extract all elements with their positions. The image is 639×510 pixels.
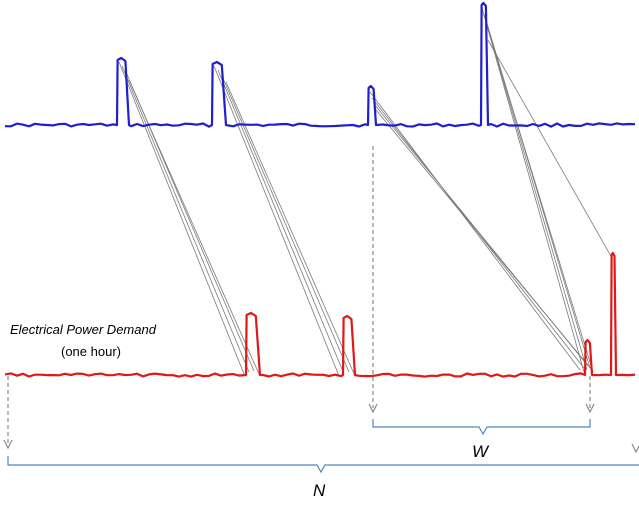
connector-line <box>121 65 250 373</box>
series-start-marker <box>3 376 13 450</box>
connector-line <box>369 91 581 371</box>
connector-line <box>487 27 594 373</box>
connector-line <box>225 81 356 377</box>
series-end-arrowhead <box>631 443 639 454</box>
query-signal-line <box>4 1 636 128</box>
window-end-marker <box>585 376 595 414</box>
series-start-arrowhead <box>3 439 13 450</box>
connector-line <box>213 65 340 377</box>
window-start-arrowhead <box>368 403 378 414</box>
target-signal-line <box>4 251 636 378</box>
window-brace <box>372 419 591 436</box>
signal-title: Electrical Power Demand <box>10 322 157 337</box>
connector-line <box>217 69 345 375</box>
window-start-marker <box>368 146 378 414</box>
connector-line <box>481 7 585 373</box>
connector-line <box>375 109 593 371</box>
connector-line <box>128 79 260 375</box>
total-brace <box>7 456 639 474</box>
connector-line <box>487 39 613 259</box>
warping-connectors <box>118 7 613 377</box>
window-label: W <box>472 442 490 461</box>
connector-line <box>483 13 588 371</box>
series-end-marker <box>631 443 639 454</box>
connector-line <box>221 75 350 373</box>
signal-subtitle: (one hour) <box>61 344 121 359</box>
connector-line <box>118 61 245 375</box>
window-end-arrowhead <box>585 403 595 414</box>
total-label: N <box>313 481 326 500</box>
